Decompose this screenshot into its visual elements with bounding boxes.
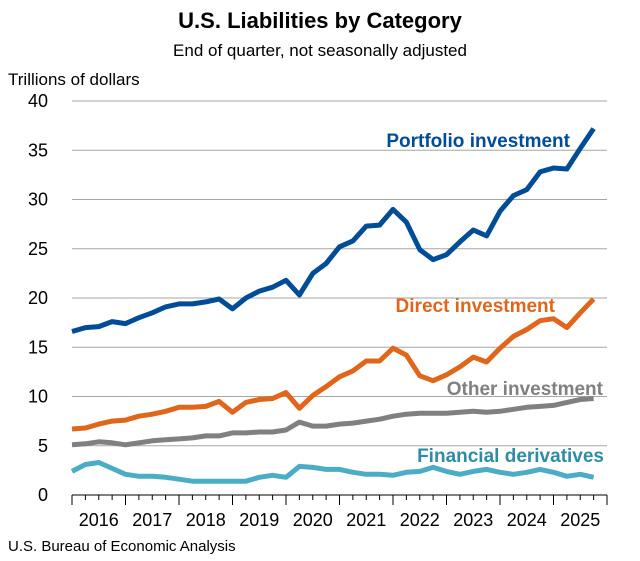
chart-title: U.S. Liabilities by Category xyxy=(178,8,462,33)
x-tick-label: 2020 xyxy=(293,510,333,530)
direct-investment-line xyxy=(71,297,596,432)
source-note: U.S. Bureau of Economic Analysis xyxy=(8,538,236,555)
y-tick-label: 20 xyxy=(28,288,48,308)
y-tick-label: 5 xyxy=(38,436,48,456)
x-tick-label: 2016 xyxy=(79,510,119,530)
y-tick-label: 30 xyxy=(28,190,48,210)
portfolio-investment-label: Portfolio investment xyxy=(386,131,570,152)
y-tick-label: 40 xyxy=(28,91,48,111)
x-tick-label: 2022 xyxy=(400,510,440,530)
x-tick-label: 2024 xyxy=(507,510,547,530)
y-tick-label: 10 xyxy=(28,387,48,407)
financial-derivatives-label: Financial derivatives xyxy=(417,446,604,467)
y-tick-label: 25 xyxy=(28,239,48,259)
y-tick-label: 15 xyxy=(28,337,48,357)
x-tick-label: 2021 xyxy=(346,510,386,530)
portfolio-investment-line xyxy=(71,127,596,334)
x-tick-label: 2019 xyxy=(239,510,279,530)
financial-derivatives-line xyxy=(70,460,595,484)
direct-investment-label: Direct investment xyxy=(396,296,556,317)
y-tick-label: 0 xyxy=(38,485,48,505)
chart-subtitle: End of quarter, not seasonally adjusted xyxy=(173,41,467,60)
x-tick-label: 2023 xyxy=(453,510,493,530)
other-investment-label: Other investment xyxy=(447,379,604,400)
x-tick-label: 2017 xyxy=(132,510,172,530)
other-investment-line xyxy=(71,396,594,448)
y-tick-label: 35 xyxy=(28,140,48,160)
y-axis-label: Trillions of dollars xyxy=(8,70,140,89)
x-tick-label: 2018 xyxy=(186,510,226,530)
x-tick-label: 2025 xyxy=(560,510,600,530)
